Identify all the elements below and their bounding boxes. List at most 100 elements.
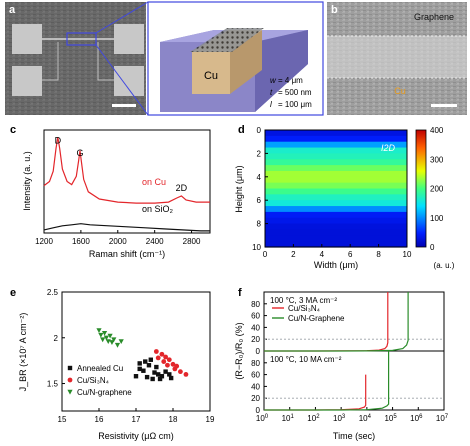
condition-bottom-f: 100 °C, 10 MA cm⁻² xyxy=(270,355,342,364)
ytick-label-e: 2.5 xyxy=(47,288,59,297)
xtick-label-d: 8 xyxy=(376,250,381,259)
point-square xyxy=(141,368,146,373)
peak-label: 2D xyxy=(176,183,188,193)
cu-wire-front xyxy=(192,52,230,94)
xtick-label-f: 102 xyxy=(307,414,320,423)
xlabel-f: Time (sec) xyxy=(333,431,375,441)
heatmap-band xyxy=(265,223,407,231)
legend-marker-e xyxy=(67,377,73,383)
xtick-label-e: 15 xyxy=(58,415,67,424)
cu-label-b: Cu xyxy=(394,86,406,96)
axes-d xyxy=(264,129,408,248)
point-square xyxy=(163,369,168,374)
heatmap-band xyxy=(265,200,407,207)
heatmap-band xyxy=(265,147,407,154)
heatmap-band xyxy=(265,153,407,160)
ytick-label-d: 0 xyxy=(257,126,262,135)
ytick-label-d: 4 xyxy=(257,173,262,182)
xticks-c: 1200 1600 2000 2400 2800 xyxy=(35,230,201,246)
pad-top-left xyxy=(12,24,42,54)
ylabel-e: J_BR (×10⁷ A cm⁻²) xyxy=(18,313,28,392)
peak-label: D xyxy=(55,136,62,146)
point-square xyxy=(133,374,139,379)
xtick-label-f: 100 xyxy=(256,414,269,423)
point-square xyxy=(146,363,152,368)
trace-f xyxy=(264,374,367,411)
heatmap-band xyxy=(265,159,407,166)
colorbar-ticks-d: 0 100 200 300 400 xyxy=(430,126,444,252)
panel-label-d: d xyxy=(238,124,245,136)
point-circle xyxy=(170,361,176,367)
series-f xyxy=(264,292,444,411)
point-circle xyxy=(166,357,172,363)
point-circle xyxy=(174,363,180,369)
peak-labels-c: D G 2D xyxy=(55,136,188,193)
cu-band xyxy=(327,36,467,78)
ytick-label-f: 60 xyxy=(251,371,260,380)
xtick-label-f: 101 xyxy=(282,414,295,423)
xtick-label-c: 2400 xyxy=(146,237,164,246)
legend-e: Annealed Cu Cu/Si₃N₄ Cu/N-graphene xyxy=(67,364,132,397)
xtick-label-e: 19 xyxy=(206,415,215,424)
schematic: Cu w = 4 μm t = 500 nm l = 100 μm xyxy=(147,1,324,116)
condition-top-f: 100 °C, 3 MA cm⁻² xyxy=(270,296,337,305)
point-triangle xyxy=(101,330,108,336)
colorbar-unit-d: (a. u.) xyxy=(434,261,455,270)
points-e xyxy=(96,328,189,382)
colorbar-d xyxy=(415,129,427,248)
heatmap-band xyxy=(265,170,407,178)
xtick-label-d: 0 xyxy=(263,250,268,259)
heatmap-band xyxy=(265,217,407,225)
legend-label-e: Annealed Cu xyxy=(77,364,123,373)
point-square xyxy=(137,366,142,372)
point-square xyxy=(167,372,172,377)
legend-label-f: Cu/Si₃N₄ xyxy=(288,304,320,313)
panel-c: c 1200 1600 2000 2400 2800 D G 2D Raman shift … xyxy=(10,124,211,259)
point-square xyxy=(137,361,142,366)
xtick-label-e: 17 xyxy=(132,415,141,424)
param-w-value: = 4 μm xyxy=(278,76,303,85)
xlabel-c: Raman shift (cm⁻¹) xyxy=(89,249,165,259)
cu-wire-side xyxy=(230,30,262,94)
ytick-label-f: 0 xyxy=(256,347,261,356)
ylabel-c: Intensity (a. u.) xyxy=(22,151,32,211)
peak-label: G xyxy=(76,148,83,158)
xtick-label-d: 4 xyxy=(320,250,325,259)
graphene-label: Graphene xyxy=(414,12,454,22)
scale-bar-b xyxy=(431,104,457,107)
point-triangle xyxy=(105,339,111,345)
heatmap-d xyxy=(265,130,407,248)
point-circle xyxy=(165,362,170,368)
panel-b: Graphene Cu b xyxy=(327,2,467,115)
point-square xyxy=(143,359,148,364)
point-triangle xyxy=(118,339,124,345)
ticks-f: 100 101 102 103 104 105 106 107 0 20 40 60 80 0 20 40 60… xyxy=(251,300,449,423)
point-square xyxy=(168,375,174,381)
heatmap-band xyxy=(265,165,407,172)
panel-label-a: a xyxy=(9,4,16,16)
point-triangle xyxy=(109,340,115,345)
point-triangle xyxy=(103,335,109,341)
param-t-value: = 500 nm xyxy=(278,88,312,97)
ytick-label-f: 80 xyxy=(251,300,260,309)
param-l-symbol: l xyxy=(270,100,272,109)
heatmap-band xyxy=(265,235,407,242)
param-t-symbol: t xyxy=(270,88,273,97)
param-w-symbol: w xyxy=(270,76,277,85)
xtick-label-c: 1600 xyxy=(72,237,90,246)
point-triangle xyxy=(96,328,102,334)
ytick-label-f: 0 xyxy=(256,406,261,415)
xtick-label-f: 107 xyxy=(436,414,449,423)
map-title-d: I2D xyxy=(381,143,396,153)
substrate-side xyxy=(255,30,308,112)
point-square xyxy=(159,374,165,379)
legend-label-e: Cu/N-graphene xyxy=(77,388,132,397)
graphene-layer xyxy=(190,28,264,52)
axes-c xyxy=(43,129,211,234)
panel-label-e: e xyxy=(10,287,16,299)
trace-f xyxy=(264,351,390,411)
colorbar-label-d: 400 xyxy=(430,126,444,135)
xtick-label-f: 104 xyxy=(359,414,372,423)
heatmap-band xyxy=(265,176,407,184)
